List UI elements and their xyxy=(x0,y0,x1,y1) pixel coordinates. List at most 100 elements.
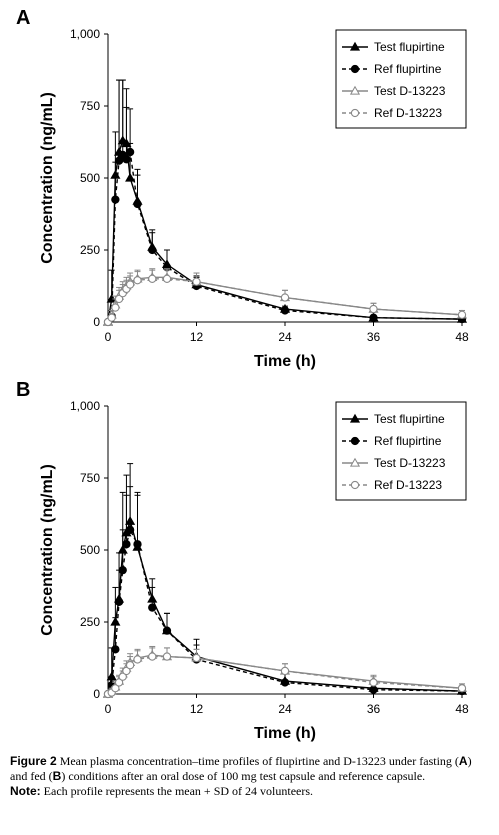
data-point xyxy=(125,280,135,289)
legend-swatch-marker xyxy=(349,85,361,95)
chart-b-y-tick-label: 500 xyxy=(80,543,100,557)
legend-entry: Ref D-13223 xyxy=(374,106,442,120)
figure-label: Figure 2 xyxy=(10,754,57,768)
chart-b-x-tick-label: 48 xyxy=(455,702,469,716)
data-point xyxy=(111,684,120,693)
chart-b-x-tick-label: 12 xyxy=(190,702,204,716)
data-point xyxy=(133,540,142,549)
chart-b-y-tick-label: 750 xyxy=(80,471,100,485)
caption-a: A xyxy=(458,754,468,768)
data-point xyxy=(122,666,131,676)
legend-swatch-marker xyxy=(350,108,360,118)
legend-entry: Test flupirtine xyxy=(374,412,445,426)
chart-b: B 0 250 500 750 1,000 0 12 24 36 48 Time (h) Concent… xyxy=(16,379,469,742)
chart-b-panel-label: B xyxy=(16,379,30,401)
chart-a-y-tick-label: 750 xyxy=(80,99,100,113)
chart-a-panel-label: A xyxy=(16,7,30,29)
data-point xyxy=(369,678,378,687)
chart-b-x-tick-label: 24 xyxy=(278,702,292,716)
data-point xyxy=(369,304,378,314)
data-point xyxy=(280,678,290,687)
chart-a-y-tick-label: 0 xyxy=(93,315,100,329)
note-label: Note: xyxy=(10,784,41,798)
data-point xyxy=(133,276,142,285)
caption-part-3: ) conditions after an oral dose of 100 m… xyxy=(61,769,426,783)
chart-b-x-axis-label: Time (h) xyxy=(254,725,316,742)
data-point xyxy=(125,661,135,670)
data-point xyxy=(280,306,290,315)
data-point xyxy=(148,245,157,255)
chart-b-y-tick-label: 1,000 xyxy=(70,399,100,413)
legend-swatch-marker xyxy=(349,41,361,51)
legend-swatch-marker xyxy=(350,480,360,490)
data-point xyxy=(192,277,201,286)
chart-b-x-tick-label: 36 xyxy=(367,702,381,716)
chart-a-legend: Test flupirtine Ref flupirtine Test D-1322… xyxy=(335,29,467,129)
caption-note: Note: Each profile represents the mean +… xyxy=(10,784,490,799)
data-point xyxy=(133,199,142,209)
chart-b-legend: Test flupirtine Ref flupirtine Test D-1322… xyxy=(335,401,467,501)
data-point xyxy=(369,313,378,322)
data-point xyxy=(111,303,120,312)
legend-swatch-marker xyxy=(349,457,361,467)
chart-a-x-tick-label: 24 xyxy=(278,330,292,344)
chart-b-y-tick-label: 0 xyxy=(93,687,100,701)
data-point xyxy=(125,147,135,157)
data-point xyxy=(192,653,201,663)
data-point xyxy=(457,310,467,319)
data-point xyxy=(162,274,172,283)
chart-a-x-tick-label: 0 xyxy=(105,330,112,344)
chart-a-x-tick-label: 48 xyxy=(455,330,469,344)
data-point xyxy=(111,645,120,654)
data-point xyxy=(114,597,124,606)
data-point xyxy=(148,274,157,283)
figure-caption: Figure 2 Mean plasma concentration–time … xyxy=(10,754,490,799)
data-point xyxy=(162,626,172,635)
legend-entry: Test D-13223 xyxy=(374,456,446,470)
series-line xyxy=(107,527,463,695)
data-point xyxy=(107,313,116,322)
data-point xyxy=(111,195,120,204)
legend-entry: Ref flupirtine xyxy=(374,434,442,448)
chart-b-series-ref-d-13223 xyxy=(103,647,467,699)
caption-part-1: Mean plasma concentration–time profiles … xyxy=(56,754,459,768)
chart-a-y-tick-label: 250 xyxy=(80,243,100,257)
chart-b-y-axis-label: Concentration (ng/mL) xyxy=(39,464,56,636)
chart-b-y-tick-label: 250 xyxy=(80,615,100,629)
caption-text: Figure 2 Mean plasma concentration–time … xyxy=(10,754,490,784)
data-point xyxy=(118,566,127,575)
data-point xyxy=(122,540,131,549)
legend-swatch-marker xyxy=(350,64,360,74)
data-point xyxy=(280,293,290,302)
data-point xyxy=(118,672,127,681)
caption-part-2: ) and fed ( xyxy=(10,754,472,783)
data-point xyxy=(148,652,157,661)
data-point xyxy=(122,155,131,164)
chart-a-x-tick-label: 36 xyxy=(367,330,381,344)
data-point xyxy=(133,655,142,664)
data-point xyxy=(114,294,124,304)
data-point xyxy=(125,172,136,182)
chart-a-series-ref-d-13223 xyxy=(103,269,467,327)
data-point xyxy=(280,666,290,676)
chart-b-x-tick-label: 0 xyxy=(105,702,112,716)
legend-entry: Test flupirtine xyxy=(374,40,445,54)
data-point xyxy=(162,652,172,661)
legend-entry: Ref D-13223 xyxy=(374,478,442,492)
data-point xyxy=(114,678,124,687)
note-text: Each profile represents the mean + SD of… xyxy=(40,784,314,798)
legend-entry: Ref flupirtine xyxy=(374,62,442,76)
chart-a-x-tick-label: 12 xyxy=(190,330,204,344)
legend-entry: Test D-13223 xyxy=(374,84,446,98)
legend-swatch-marker xyxy=(349,413,361,423)
legend-swatch-marker xyxy=(350,436,360,446)
data-point xyxy=(369,685,378,694)
chart-a-x-axis-label: Time (h) xyxy=(254,353,316,370)
data-point xyxy=(125,525,135,534)
data-point xyxy=(457,684,467,693)
chart-a-y-tick-label: 500 xyxy=(80,171,100,185)
chart-a-y-tick-label: 1,000 xyxy=(70,27,100,41)
data-point xyxy=(148,603,157,612)
chart-a-y-axis-label: Concentration (ng/mL) xyxy=(39,92,56,264)
caption-b: B xyxy=(52,769,62,783)
